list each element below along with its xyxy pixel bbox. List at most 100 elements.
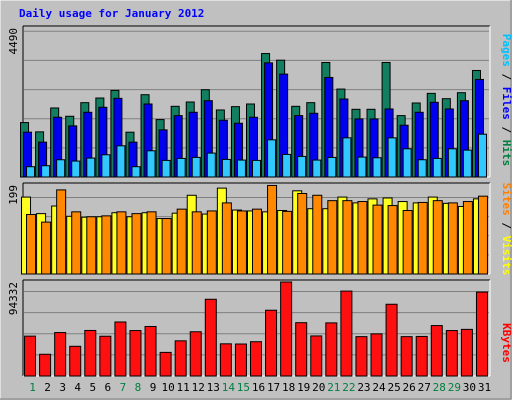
bar-pages-day-30: [462, 149, 472, 178]
bar-pages-day-15: [236, 159, 246, 178]
bar-pages-day-17: [267, 139, 277, 178]
bar-sites-day-undefined: [71, 211, 82, 275]
x-tick-label-day-11: 11: [177, 381, 190, 394]
x-tick-label-day-3: 3: [59, 381, 66, 394]
bar-pages-day-23: [357, 156, 367, 178]
legend-item-3-0: KBytes: [500, 323, 512, 363]
bar-pages-day-8: [131, 166, 141, 178]
x-tick-label-day-26: 26: [403, 381, 416, 394]
bar-pages-day-31: [477, 133, 487, 178]
bar-kbytes-day-undefined: [310, 335, 323, 377]
bar-kbytes-day-undefined: [144, 325, 157, 377]
x-tick-label-day-7: 7: [120, 381, 127, 394]
bar-pages-day-28: [432, 157, 442, 178]
bar-kbytes-day-undefined: [39, 353, 52, 377]
x-tick-label-day-22: 22: [342, 381, 355, 394]
x-tick-label-day-28: 28: [433, 381, 446, 394]
bar-sites-day-undefined: [432, 200, 443, 275]
bar-kbytes-day-undefined: [114, 321, 127, 377]
x-tick-label-day-8: 8: [135, 381, 142, 394]
bar-kbytes-day-undefined: [24, 335, 37, 377]
bar-sites-day-undefined: [312, 194, 323, 275]
bar-sites-day-undefined: [462, 201, 473, 275]
bar-kbytes-day-undefined: [340, 290, 353, 377]
legend-item-1-0: Pages: [500, 34, 512, 67]
bar-kbytes-day-undefined: [355, 336, 368, 377]
bar-sites-day-undefined: [327, 200, 338, 275]
x-tick-label-day-5: 5: [89, 381, 96, 394]
x-tick-label-day-27: 27: [418, 381, 431, 394]
bar-pages-day-14: [221, 158, 231, 178]
bar-pages-day-1: [26, 166, 36, 178]
bar-pages-day-5: [86, 157, 96, 178]
legend-panel-2: Sites / Visits: [500, 183, 512, 276]
x-tick-label-day-2: 2: [44, 381, 51, 394]
legend-item-2-2: Visits: [500, 236, 512, 276]
bar-pages-day-9: [146, 150, 156, 178]
bar-kbytes-day-undefined: [129, 330, 142, 377]
bar-kbytes-day-undefined: [295, 322, 308, 377]
bar-sites-day-undefined: [176, 208, 187, 275]
bar-kbytes-day-undefined: [430, 325, 443, 377]
bar-pages-day-3: [56, 159, 66, 178]
bar-pages-day-6: [101, 154, 111, 178]
bar-sites-day-undefined: [56, 189, 67, 275]
bar-kbytes-day-undefined: [400, 336, 413, 377]
bar-sites-day-undefined: [402, 209, 413, 275]
x-tick-label-day-9: 9: [150, 381, 157, 394]
bar-kbytes-day-undefined: [99, 335, 112, 377]
x-tick-label-day-14: 14: [222, 381, 236, 394]
x-tick-label-day-20: 20: [312, 381, 325, 394]
x-tick-label-day-12: 12: [192, 381, 205, 394]
bar-kbytes-day-undefined: [219, 343, 232, 377]
bar-pages-day-27: [417, 159, 427, 178]
legend-panel-3: KBytes: [500, 323, 512, 363]
bar-sites-day-undefined: [297, 192, 308, 275]
x-tick-label-day-17: 17: [267, 381, 280, 394]
x-tick-label-day-1: 1: [29, 381, 36, 394]
bar-pages-day-26: [402, 148, 412, 178]
bar-kbytes-day-undefined: [265, 309, 278, 377]
bar-sites-day-undefined: [477, 195, 488, 275]
legend-item-2-0: Sites: [500, 183, 512, 216]
x-tick-label-day-29: 29: [448, 381, 461, 394]
bar-pages-day-2: [41, 165, 51, 178]
bar-kbytes-day-undefined: [174, 340, 187, 377]
legend-panel-1: Pages / Files / Hits: [500, 34, 512, 167]
y-max-label-2: 199: [7, 185, 20, 205]
bar-sites-day-undefined: [161, 218, 172, 275]
bar-kbytes-day-undefined: [370, 333, 383, 377]
bar-pages-day-12: [191, 156, 201, 178]
bar-pages-day-24: [372, 157, 382, 178]
x-tick-label-day-23: 23: [357, 381, 370, 394]
x-tick-label-day-10: 10: [161, 381, 174, 394]
bar-pages-day-7: [116, 145, 126, 178]
bar-kbytes-day-undefined: [69, 345, 82, 377]
legend-item-1-2: Files: [500, 87, 512, 120]
bar-kbytes-day-undefined: [325, 322, 338, 377]
bar-pages-day-18: [282, 153, 292, 178]
bar-sites-day-undefined: [447, 202, 458, 275]
bar-kbytes-day-undefined: [234, 343, 247, 377]
bar-pages-day-25: [387, 137, 397, 178]
legend-item-2-1: /: [500, 216, 512, 236]
bar-kbytes-day-undefined: [250, 341, 262, 377]
bar-pages-day-13: [206, 152, 216, 178]
chart-title: Daily usage for January 2012: [19, 7, 204, 20]
bar-pages-day-20: [312, 159, 322, 178]
y-max-label-3: 94332: [7, 282, 20, 315]
bar-kbytes-day-undefined: [445, 330, 458, 377]
bar-pages-day-21: [327, 156, 337, 178]
bar-sites-day-undefined: [387, 205, 398, 275]
x-tick-label-day-21: 21: [327, 381, 340, 394]
bar-pages-day-4: [71, 160, 81, 178]
bar-pages-day-16: [252, 159, 261, 178]
bar-kbytes-day-undefined: [280, 281, 293, 377]
bar-kbytes-day-undefined: [460, 328, 473, 377]
bar-pages-day-11: [176, 157, 186, 178]
bar-pages-day-10: [161, 159, 171, 178]
bar-sites-day-undefined: [41, 221, 52, 275]
bar-kbytes-day-undefined: [475, 291, 488, 377]
